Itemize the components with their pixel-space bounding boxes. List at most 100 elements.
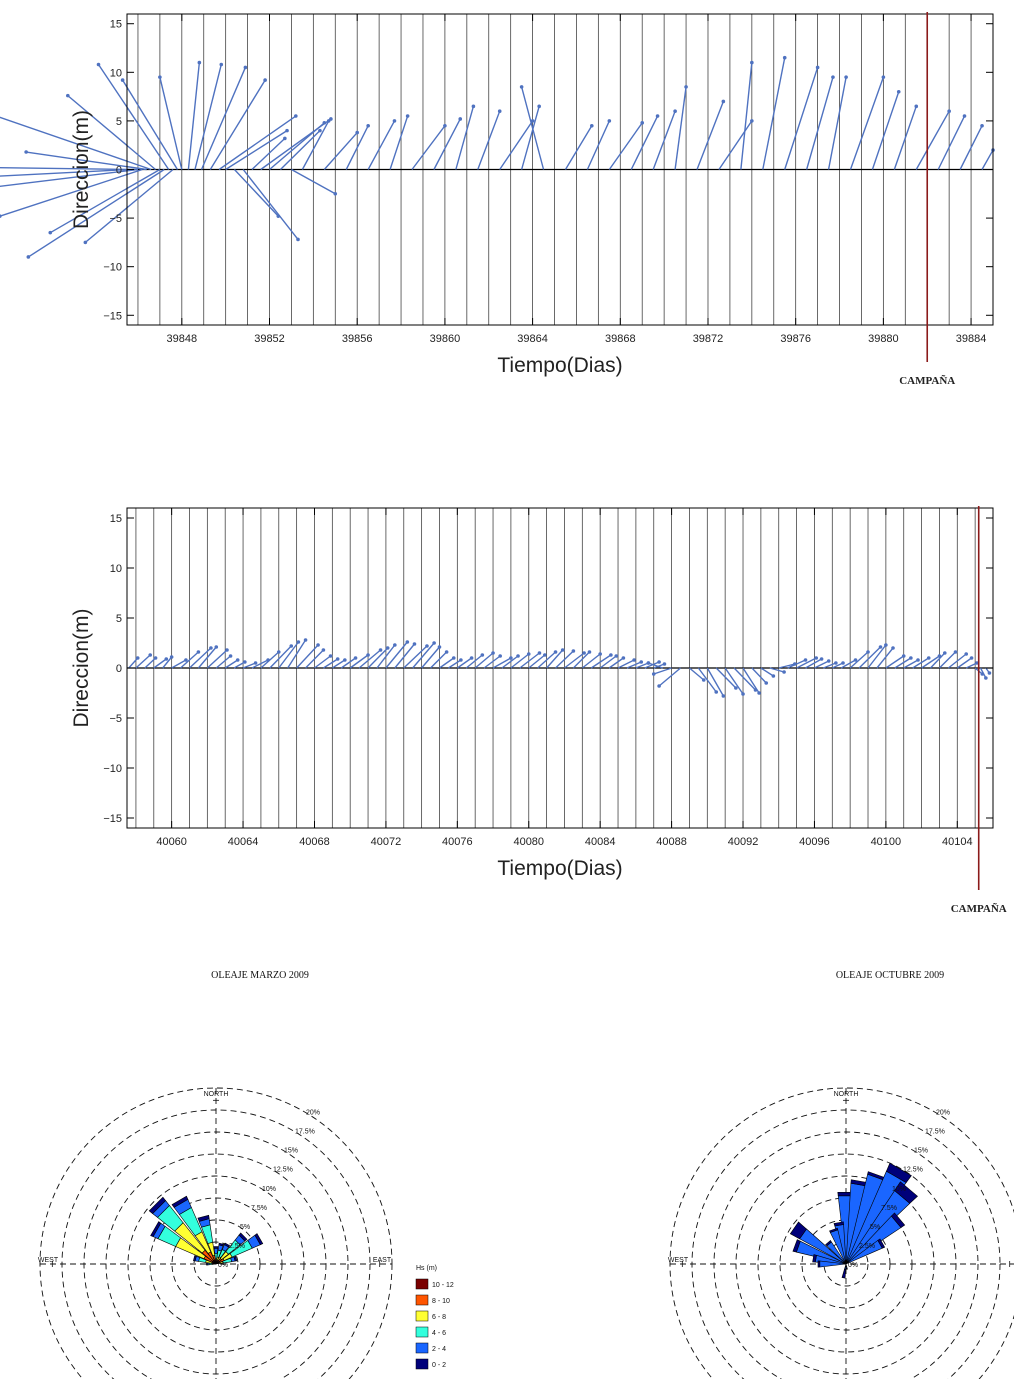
vector-stick bbox=[224, 659, 239, 669]
vector-tip bbox=[96, 62, 101, 67]
legend-label: 4 - 6 bbox=[432, 1330, 446, 1337]
vector-tip bbox=[884, 643, 888, 647]
vector-stick bbox=[340, 657, 356, 669]
ring-label: 12.5% bbox=[273, 1167, 293, 1174]
vector-stick bbox=[644, 661, 660, 669]
vector-tip bbox=[343, 658, 347, 662]
x-tick-label: 40080 bbox=[513, 836, 544, 848]
vector-stick bbox=[499, 120, 534, 170]
vector-stick bbox=[653, 663, 665, 669]
y-tick-label: −5 bbox=[109, 213, 122, 225]
vector-stick bbox=[652, 110, 676, 170]
vector-stick bbox=[412, 642, 435, 669]
x-tick-label: 39856 bbox=[342, 333, 373, 345]
vector-stick bbox=[706, 667, 724, 697]
stick-plot-octubre: 40060 40064 40068 40072 40076 40080 40084 40088… bbox=[70, 506, 1007, 915]
vector-tip bbox=[197, 60, 202, 65]
rose-sector bbox=[817, 1260, 821, 1268]
y-tick-label: 0 bbox=[116, 165, 122, 177]
vector-tip bbox=[587, 650, 592, 654]
vector-tip bbox=[48, 230, 53, 235]
direction-label: NORTH bbox=[204, 1091, 229, 1098]
vector-tip bbox=[480, 653, 485, 657]
y-tick-label: 15 bbox=[110, 513, 122, 525]
x-tick-label: 40064 bbox=[228, 836, 259, 848]
vector-tip bbox=[335, 657, 340, 661]
vector-tip bbox=[366, 653, 370, 657]
vector-tip bbox=[316, 643, 320, 647]
vector-tip bbox=[392, 119, 397, 123]
vector-tip bbox=[782, 55, 787, 60]
vector-stick bbox=[689, 667, 705, 681]
vector-tip bbox=[721, 694, 726, 698]
vector-tip bbox=[916, 658, 920, 662]
vector-stick bbox=[323, 658, 339, 669]
vector-stick bbox=[740, 62, 753, 170]
vector-tip bbox=[321, 648, 326, 652]
ring-label: 2.5% bbox=[859, 1243, 875, 1250]
vector-stick bbox=[269, 645, 292, 669]
vector-tip bbox=[878, 645, 883, 649]
vector-tip bbox=[353, 656, 358, 660]
vector-stick bbox=[733, 667, 757, 691]
ring-label: 5% bbox=[870, 1224, 880, 1231]
vector-tip bbox=[243, 65, 248, 70]
vector-tip bbox=[219, 62, 224, 67]
vector-tip bbox=[148, 653, 153, 657]
vector-stick bbox=[430, 651, 448, 669]
vector-stick bbox=[194, 64, 222, 170]
y-axis-label: Direccion(m) bbox=[70, 110, 93, 229]
vector-stick bbox=[796, 657, 817, 669]
vector-tip bbox=[764, 681, 769, 685]
vector-stick bbox=[599, 655, 617, 669]
vector-tip bbox=[366, 123, 370, 128]
vector-stick bbox=[433, 118, 461, 170]
vector-stick bbox=[153, 658, 167, 669]
vector-stick bbox=[128, 657, 139, 669]
vector-tip bbox=[757, 691, 761, 695]
vector-tip bbox=[296, 640, 301, 644]
y-tick-label: −10 bbox=[103, 763, 122, 775]
legend-label: 6 - 8 bbox=[432, 1314, 446, 1321]
vector-tip bbox=[632, 658, 636, 662]
vector-stick bbox=[209, 79, 266, 170]
vector-stick bbox=[171, 659, 187, 669]
vector-tip bbox=[571, 649, 576, 653]
ring-label: 10% bbox=[892, 1186, 906, 1193]
vector-tip bbox=[519, 85, 524, 89]
vector-stick bbox=[769, 667, 785, 673]
vector-tip bbox=[657, 684, 661, 688]
vector-tip bbox=[498, 654, 502, 658]
vector-tip bbox=[235, 658, 240, 662]
vector-tip bbox=[491, 651, 495, 655]
vector-stick bbox=[477, 110, 501, 170]
direction-label: WEST bbox=[668, 1257, 689, 1264]
vector-tip bbox=[530, 119, 535, 123]
x-tick-label: 40072 bbox=[371, 836, 402, 848]
vector-tip bbox=[714, 690, 719, 694]
vector-tip bbox=[881, 75, 886, 79]
vector-tip bbox=[355, 130, 360, 135]
vector-tip bbox=[942, 651, 947, 655]
rose-sector bbox=[833, 1221, 844, 1227]
vector-stick bbox=[323, 132, 358, 170]
vector-stick bbox=[572, 651, 590, 669]
vector-tip bbox=[412, 642, 417, 646]
rose-sector bbox=[825, 1240, 832, 1247]
rose-sector bbox=[812, 1254, 817, 1263]
rose-sector bbox=[238, 1232, 248, 1242]
vector-tip bbox=[560, 648, 565, 652]
vector-stick bbox=[242, 169, 299, 240]
vector-stick bbox=[981, 149, 994, 170]
vector-stick bbox=[520, 86, 545, 170]
ring-label: 0% bbox=[218, 1262, 228, 1269]
wind-rose-marzo: OLEAJE MARZO 2009 0% 2.5% 5% 7.5% 10% 12.5% 15… bbox=[38, 970, 454, 1379]
vector-tip bbox=[437, 645, 442, 649]
rose-title: OLEAJE MARZO 2009 bbox=[211, 970, 309, 981]
vector-tip bbox=[184, 658, 188, 662]
ring-label: 15% bbox=[284, 1148, 298, 1155]
vector-stick bbox=[187, 62, 201, 170]
vector-stick bbox=[555, 650, 574, 669]
x-tick-label: 40060 bbox=[156, 836, 187, 848]
ring-label: 17.5% bbox=[295, 1129, 315, 1136]
